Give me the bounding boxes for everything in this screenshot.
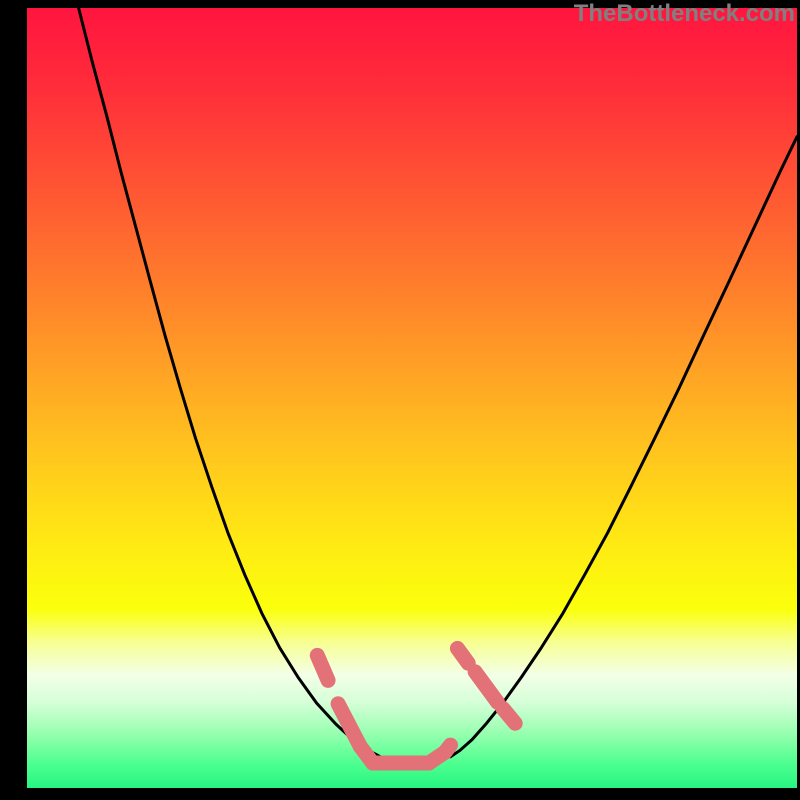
highlight-segment — [445, 745, 450, 752]
gradient-background — [27, 8, 797, 788]
figure-root: TheBottleneck.com — [0, 0, 800, 800]
plot-area — [27, 8, 797, 788]
highlight-segment — [503, 708, 515, 723]
chart-svg — [27, 8, 797, 788]
highlight-segment — [317, 655, 328, 680]
highlight-segment — [457, 648, 468, 663]
left-branch-segments — [317, 655, 328, 680]
watermark-text: TheBottleneck.com — [574, 0, 795, 28]
